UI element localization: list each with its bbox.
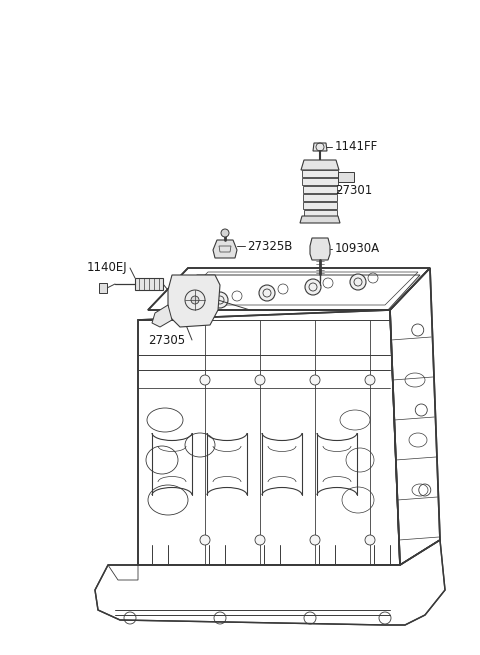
Polygon shape <box>148 268 430 310</box>
Circle shape <box>350 274 366 290</box>
Circle shape <box>255 375 265 385</box>
Circle shape <box>310 535 320 545</box>
Circle shape <box>259 285 275 301</box>
Text: 1140EJ: 1140EJ <box>87 261 128 274</box>
Polygon shape <box>302 170 338 177</box>
Polygon shape <box>213 240 237 258</box>
Circle shape <box>310 375 320 385</box>
Circle shape <box>255 535 265 545</box>
Polygon shape <box>99 283 107 293</box>
Circle shape <box>212 292 228 308</box>
Polygon shape <box>338 172 354 182</box>
Polygon shape <box>95 540 445 625</box>
Polygon shape <box>300 216 340 223</box>
Polygon shape <box>303 210 336 217</box>
Polygon shape <box>135 278 163 290</box>
Polygon shape <box>302 186 337 193</box>
Circle shape <box>200 375 210 385</box>
Polygon shape <box>310 238 330 260</box>
Circle shape <box>305 279 321 295</box>
Polygon shape <box>301 160 339 170</box>
Text: 27305: 27305 <box>148 333 185 346</box>
Circle shape <box>365 535 375 545</box>
Text: 1141FF: 1141FF <box>335 141 378 153</box>
Polygon shape <box>168 275 220 327</box>
Circle shape <box>221 229 229 237</box>
Polygon shape <box>138 310 400 565</box>
Text: 27301: 27301 <box>335 183 372 196</box>
Polygon shape <box>303 202 337 209</box>
Circle shape <box>365 375 375 385</box>
Polygon shape <box>152 305 172 327</box>
Circle shape <box>200 535 210 545</box>
Circle shape <box>191 296 199 304</box>
Text: 10930A: 10930A <box>335 242 380 255</box>
Polygon shape <box>313 143 327 151</box>
Polygon shape <box>303 194 337 201</box>
Polygon shape <box>390 268 440 565</box>
Polygon shape <box>302 178 338 185</box>
Text: 27325B: 27325B <box>247 240 292 252</box>
